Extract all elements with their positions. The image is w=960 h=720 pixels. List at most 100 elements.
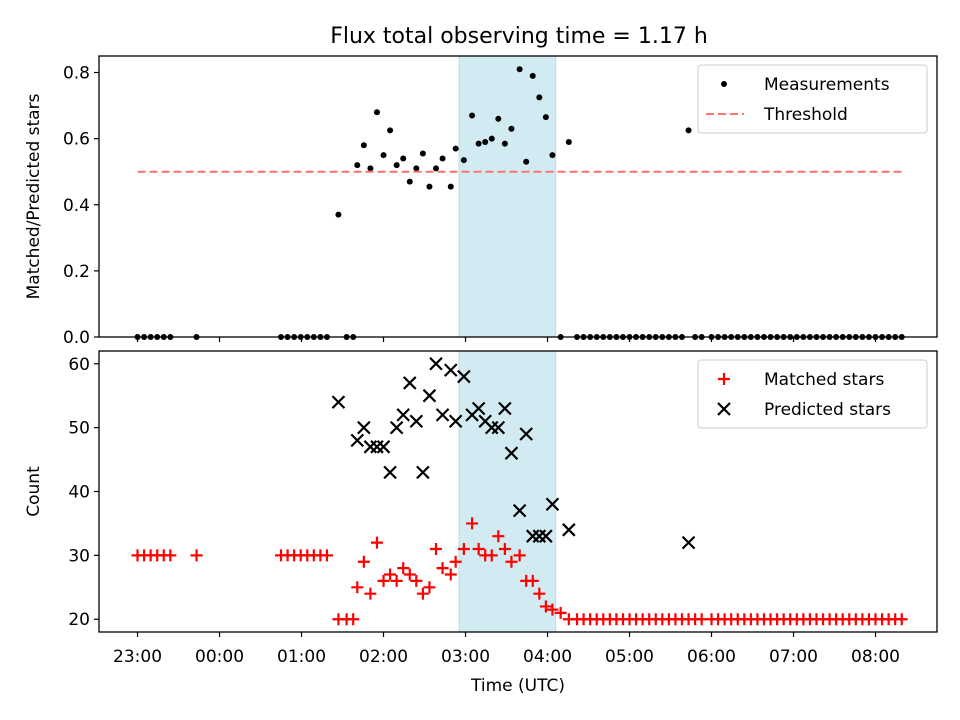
data-point	[426, 183, 433, 190]
data-point	[416, 465, 430, 480]
data-point	[452, 145, 459, 152]
data-point	[457, 542, 470, 555]
data-point	[565, 138, 572, 145]
x-tick-label: 06:00	[687, 647, 736, 667]
data-point	[485, 549, 498, 562]
data-point	[444, 568, 457, 581]
legend-marker	[717, 402, 731, 416]
data-point	[460, 157, 467, 164]
y-tick-label: 40	[68, 483, 90, 503]
y-axis-label: Matched/Predicted stars	[24, 93, 44, 299]
data-point	[400, 155, 407, 162]
y-tick-label: 0.8	[63, 64, 90, 84]
chart-title: Flux total observing time = 1.17 h	[330, 24, 708, 49]
data-point	[533, 587, 546, 600]
data-point	[504, 446, 519, 460]
data-point	[536, 94, 543, 101]
data-point	[449, 555, 462, 568]
series-matched-stars	[131, 517, 908, 626]
data-point	[387, 127, 394, 134]
panel-top: 0.0 0.2 0.4 0.6 0.8 Matched/Predicted stars Me…	[24, 55, 938, 348]
data-point	[354, 162, 361, 169]
data-point	[164, 549, 177, 562]
data-point	[393, 162, 400, 169]
x-tick-label: 08:00	[851, 647, 900, 667]
data-point	[475, 140, 482, 147]
data-point	[406, 178, 413, 185]
data-point	[513, 549, 526, 562]
data-point	[542, 114, 549, 121]
data-point	[435, 408, 450, 422]
data-point	[529, 72, 536, 79]
data-point	[416, 587, 429, 600]
data-point	[523, 158, 530, 165]
data-point	[402, 376, 417, 390]
y-tick-label: 0.2	[63, 262, 90, 282]
data-point	[389, 420, 404, 435]
data-point	[443, 363, 458, 377]
data-point	[190, 549, 203, 562]
data-point	[546, 603, 559, 616]
data-point	[429, 356, 443, 371]
data-point	[351, 581, 364, 594]
x-tick-label: 04:00	[523, 647, 572, 667]
data-point	[409, 414, 424, 429]
data-point	[357, 420, 371, 435]
data-point	[367, 165, 374, 172]
data-point	[512, 503, 527, 518]
data-point	[370, 536, 383, 549]
legend: Measurements Threshold	[697, 64, 928, 134]
data-point	[380, 152, 387, 159]
data-point	[681, 535, 696, 550]
y-axis-label: Count	[24, 466, 44, 517]
data-point	[554, 606, 567, 619]
legend-label: Threshold	[763, 105, 848, 125]
data-point	[347, 613, 360, 626]
legend: Matched stars Predicted stars	[697, 359, 928, 429]
data-point	[350, 433, 365, 448]
y-tick-label: 20	[68, 610, 90, 630]
shaded-span	[458, 350, 557, 633]
y-tick-label: 30	[68, 546, 90, 566]
data-point	[562, 523, 576, 537]
y-tick-label: 0.6	[63, 130, 90, 150]
data-point	[419, 150, 426, 157]
y-tick-label: 0.0	[63, 328, 90, 348]
data-point	[508, 125, 515, 132]
data-point	[320, 549, 333, 562]
x-tick-label: 07:00	[769, 647, 818, 667]
x-tick-label: 23:00	[113, 647, 162, 667]
legend-marker	[721, 81, 727, 87]
data-point	[545, 497, 560, 512]
data-point	[422, 388, 437, 403]
data-point	[549, 152, 556, 159]
data-point	[472, 542, 485, 555]
x-tick-label: 02:00	[359, 647, 408, 667]
data-point	[516, 66, 523, 73]
data-point	[430, 542, 443, 555]
data-point	[357, 555, 370, 568]
x-tick-label: 00:00	[195, 647, 244, 667]
legend-label: Measurements	[764, 75, 890, 95]
legend-box	[697, 64, 928, 134]
x-axis-label: Time (UTC)	[470, 676, 565, 696]
data-point	[335, 211, 342, 218]
x-tick-label: 05:00	[605, 647, 654, 667]
y-tick-label: 60	[68, 355, 90, 375]
data-point	[492, 530, 505, 543]
data-point	[447, 183, 454, 190]
data-point	[413, 165, 420, 172]
data-point	[331, 395, 346, 409]
legend-marker	[718, 373, 730, 385]
data-point	[376, 440, 391, 454]
data-point	[423, 581, 436, 594]
data-point	[466, 517, 479, 530]
data-point	[491, 420, 506, 435]
axes-frame	[98, 55, 938, 338]
data-point	[439, 155, 446, 162]
data-point	[519, 427, 533, 441]
data-point	[471, 401, 486, 416]
y-tick-label: 50	[68, 419, 90, 439]
data-point	[403, 568, 416, 581]
